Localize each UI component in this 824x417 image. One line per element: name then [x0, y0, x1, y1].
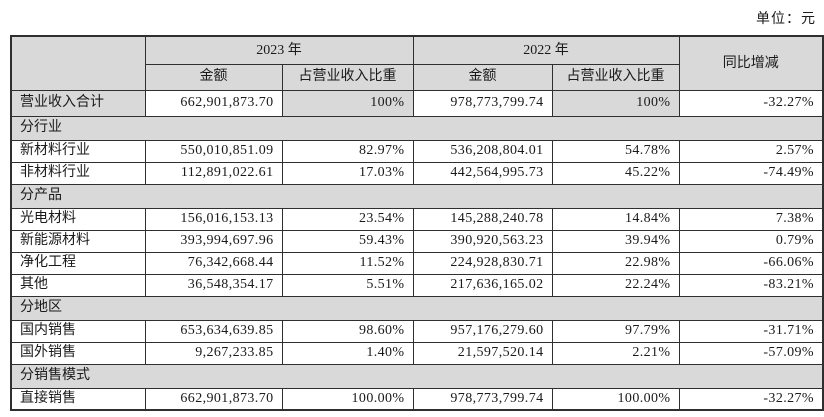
table-row-total-revenue: 营业收入合计 662,901,873.70 100% 978,773,799.7…	[10, 89, 824, 117]
ratio-2023: 5.51%	[281, 273, 414, 297]
yoy-change: -57.09%	[678, 341, 824, 365]
amount-2022: 390,920,563.23	[412, 229, 553, 253]
table-row: 直接销售 662,901,873.70 100.00% 978,773,799.…	[10, 387, 824, 411]
amount-2022: 224,928,830.71	[412, 251, 553, 275]
yoy-change: 7.38%	[678, 207, 824, 231]
yoy-change: -83.21%	[678, 273, 824, 297]
ratio-2023: 23.54%	[281, 207, 414, 231]
table-row: 国外销售 9,267,233.85 1.40% 21,597,520.14 2.…	[10, 341, 824, 365]
amount-2022-header: 金额	[412, 63, 553, 91]
amount-2023: 76,342,668.44	[144, 251, 283, 275]
yoy-change: -32.27%	[678, 89, 824, 117]
ratio-2023: 1.40%	[281, 341, 414, 365]
section-title: 分行业	[10, 115, 824, 141]
yoy-change: -66.06%	[678, 251, 824, 275]
yoy-change: 2.57%	[678, 139, 824, 163]
amount-2022: 21,597,520.14	[412, 341, 553, 365]
unit-label: 单位：元	[756, 12, 816, 27]
ratio-2023: 59.43%	[281, 229, 414, 253]
ratio-2022: 14.84%	[551, 207, 680, 231]
header-row-measures: 金额 占营业收入比重 金额 占营业收入比重	[11, 63, 823, 91]
row-label: 光电材料	[10, 207, 146, 231]
yoy-change-header: 同比增减	[678, 35, 824, 91]
year-2023-header: 2023 年	[144, 35, 414, 65]
amount-2023: 112,891,022.61	[144, 161, 283, 185]
row-label: 国外销售	[10, 341, 146, 365]
ratio-2022: 39.94%	[551, 229, 680, 253]
table-row: 新能源材料 393,994,697.96 59.43% 390,920,563.…	[10, 229, 824, 253]
row-label: 新能源材料	[10, 229, 146, 253]
ratio-2022: 45.22%	[551, 161, 680, 185]
section-title: 分销售模式	[10, 363, 824, 389]
amount-2022: 536,208,804.01	[412, 139, 553, 163]
ratio-2023: 82.97%	[281, 139, 414, 163]
yoy-change: 0.79%	[678, 229, 824, 253]
amount-2023: 156,016,153.13	[144, 207, 283, 231]
year-2022-header: 2022 年	[412, 35, 680, 65]
ratio-2022: 100%	[551, 89, 680, 117]
section-row-by-industry: 分行业	[10, 115, 824, 141]
ratio-2023-header: 占营业收入比重	[281, 63, 414, 91]
amount-2023-header: 金额	[144, 63, 283, 91]
row-label: 净化工程	[10, 251, 146, 275]
yoy-change: -32.27%	[678, 387, 824, 411]
amount-2023: 9,267,233.85	[144, 341, 283, 365]
ratio-2023: 98.60%	[281, 319, 414, 343]
table-row: 其他 36,548,354.17 5.51% 217,636,165.02 22…	[10, 273, 824, 297]
ratio-2022: 97.79%	[551, 319, 680, 343]
ratio-2022-header: 占营业收入比重	[551, 63, 680, 91]
row-label: 非材料行业	[10, 161, 146, 185]
row-label: 新材料行业	[10, 139, 146, 163]
amount-2022: 145,288,240.78	[412, 207, 553, 231]
amount-2022: 978,773,799.74	[412, 89, 553, 117]
amount-2022: 978,773,799.74	[412, 387, 553, 411]
table-row: 新材料行业 550,010,851.09 82.97% 536,208,804.…	[10, 139, 824, 163]
amount-2022: 957,176,279.60	[412, 319, 553, 343]
table-row: 国内销售 653,634,639.85 98.60% 957,176,279.6…	[10, 319, 824, 343]
revenue-breakdown-table: 2023 年 2022 年 同比增减 金额 占营业收入比重 金额 占营业收入比重…	[10, 35, 824, 411]
row-label: 直接销售	[10, 387, 146, 411]
amount-2023: 550,010,851.09	[144, 139, 283, 163]
amount-2023: 36,548,354.17	[144, 273, 283, 297]
corner-blank-cell	[10, 35, 146, 91]
ratio-2023: 17.03%	[281, 161, 414, 185]
ratio-2022: 100.00%	[551, 387, 680, 411]
amount-2023: 662,901,873.70	[144, 89, 283, 117]
yoy-change: -74.49%	[678, 161, 824, 185]
amount-2023: 393,994,697.96	[144, 229, 283, 253]
yoy-change: -31.71%	[678, 319, 824, 343]
section-row-by-sales-model: 分销售模式	[10, 363, 824, 389]
ratio-2023: 11.52%	[281, 251, 414, 275]
section-title: 分产品	[10, 183, 824, 209]
row-label: 国内销售	[10, 319, 146, 343]
table-row: 净化工程 76,342,668.44 11.52% 224,928,830.71…	[10, 251, 824, 275]
section-title: 分地区	[10, 295, 824, 321]
table-row: 非材料行业 112,891,022.61 17.03% 442,564,995.…	[10, 161, 824, 185]
ratio-2023: 100%	[281, 89, 414, 117]
amount-2023: 662,901,873.70	[144, 387, 283, 411]
amount-2023: 653,634,639.85	[144, 319, 283, 343]
amount-2022: 217,636,165.02	[412, 273, 553, 297]
ratio-2022: 22.98%	[551, 251, 680, 275]
table-row: 光电材料 156,016,153.13 23.54% 145,288,240.7…	[10, 207, 824, 231]
section-row-by-product: 分产品	[10, 183, 824, 209]
section-row-by-region: 分地区	[10, 295, 824, 321]
ratio-2022: 2.21%	[551, 341, 680, 365]
ratio-2022: 54.78%	[551, 139, 680, 163]
row-label: 营业收入合计	[10, 89, 146, 117]
ratio-2022: 22.24%	[551, 273, 680, 297]
ratio-2023: 100.00%	[281, 387, 414, 411]
amount-2022: 442,564,995.73	[412, 161, 553, 185]
header-row-years: 2023 年 2022 年 同比增减	[10, 35, 824, 91]
row-label: 其他	[10, 273, 146, 297]
